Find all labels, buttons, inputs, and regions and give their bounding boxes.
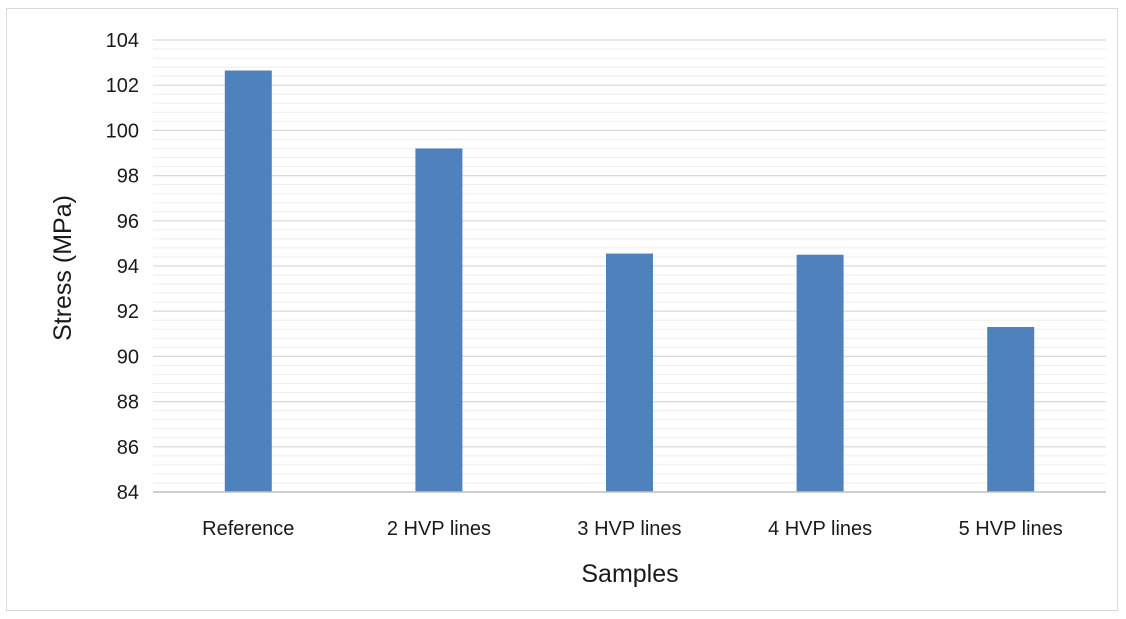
y-tick-label: 86 — [117, 437, 139, 459]
y-tick-label: 98 — [117, 166, 139, 188]
y-tick-label: 92 — [117, 301, 139, 323]
x-tick-label: 5 HVP lines — [959, 518, 1063, 540]
y-tick-label: 84 — [117, 482, 139, 504]
x-tick-labels: Reference 2 HVP lines 3 HVP lines 4 HVP lin… — [202, 518, 1063, 540]
y-tick-label: 90 — [117, 346, 139, 368]
y-tick-label: 100 — [106, 120, 139, 142]
bar-reference — [224, 70, 272, 492]
bar-4-hvp-lines — [796, 254, 844, 492]
bar-5-hvp-lines — [987, 327, 1035, 492]
y-axis-title: Stress (MPa) — [49, 195, 77, 341]
y-tick-label: 102 — [106, 75, 139, 97]
x-tick-label: Reference — [202, 518, 294, 540]
y-tick-label: 96 — [117, 211, 139, 233]
chart-frame — [6, 8, 1118, 611]
y-tick-label: 104 — [106, 30, 139, 52]
x-tick-label: 2 HVP lines — [387, 518, 491, 540]
bar-3-hvp-lines — [606, 253, 653, 492]
y-tick-label: 94 — [117, 256, 139, 278]
x-axis-title: Samples — [581, 560, 678, 588]
x-tick-label: 4 HVP lines — [768, 518, 872, 540]
y-tick-label: 88 — [117, 392, 139, 414]
bar-2-hvp-lines — [415, 148, 463, 493]
y-tick-labels: 84 86 88 90 92 94 96 98 100 102 104 — [106, 30, 139, 504]
x-tick-label: 3 HVP lines — [577, 518, 681, 540]
bars — [224, 70, 1035, 493]
